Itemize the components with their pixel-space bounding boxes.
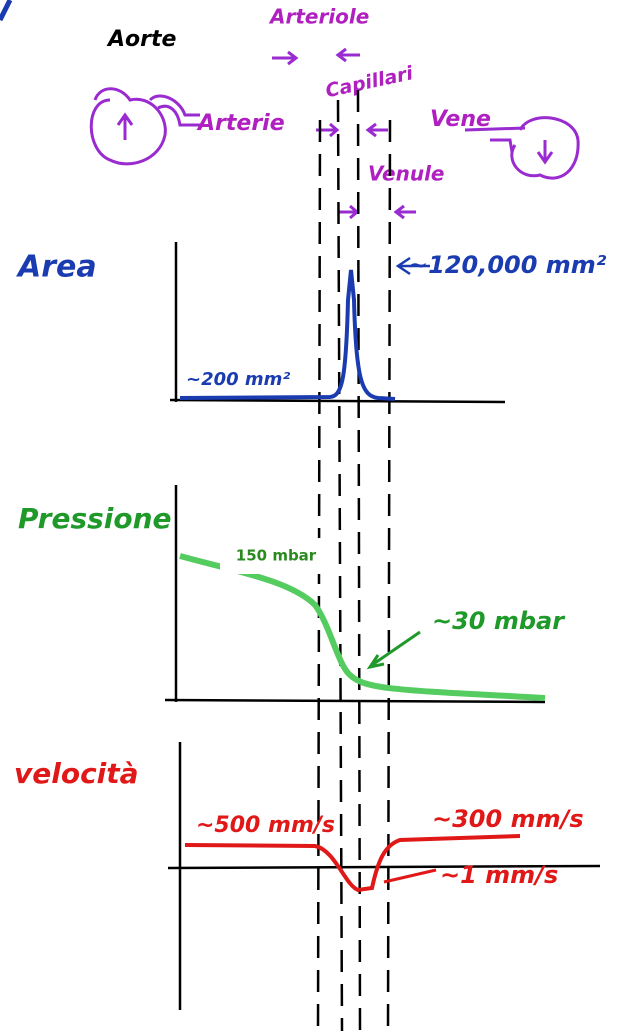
annotation: ~200 mm² [186, 369, 290, 390]
annotation: ~1 mm/s [440, 861, 558, 889]
arrows [272, 47, 416, 220]
pressure-curve [179, 553, 546, 701]
label-veins: Vene [430, 107, 491, 132]
panel-title: Pressione [18, 502, 172, 535]
label-arteriole: Arteriole [268, 5, 369, 29]
annotation: ~500 mm/s [196, 813, 335, 838]
annotation: ~300 mm/s [432, 805, 584, 833]
label-aorta: Aorte [106, 27, 177, 52]
axis [167, 742, 601, 1010]
area-curve [179, 269, 396, 401]
axis [169, 242, 506, 404]
arrow [395, 256, 430, 276]
label-arteries: Arterie [196, 111, 285, 136]
annotation: ~30 mbar [432, 607, 566, 635]
arrow [366, 630, 421, 670]
axis [164, 485, 546, 704]
label-box [220, 538, 332, 574]
dashed-lines [316, 89, 392, 1031]
heart-right [464, 116, 580, 180]
arrow [383, 868, 437, 884]
panel-title: velocità [14, 757, 139, 790]
annotation: 150 mbar [236, 547, 317, 565]
panel-title: Area [16, 250, 97, 285]
heart-left [89, 87, 200, 166]
annotation: ~120,000 mm² [408, 251, 607, 279]
velocity-curve [184, 834, 521, 893]
label-venules: Venule [368, 162, 444, 186]
corner-mark [0, 0, 13, 22]
